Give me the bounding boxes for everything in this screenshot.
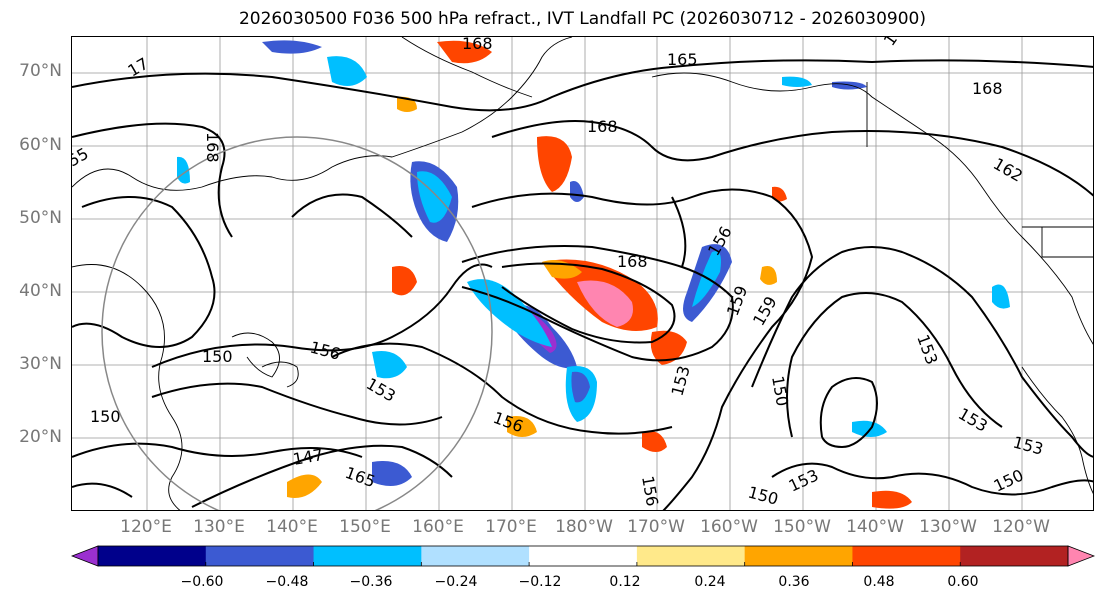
lon-label-130e: 130°E [193, 517, 245, 537]
colorbar-segment [744, 546, 853, 566]
colorbar-tick-label: −0.60 [180, 574, 224, 590]
contour-label: 168 [587, 117, 618, 136]
contour-label: 153 [363, 374, 399, 406]
refractivity-shading [177, 40, 1010, 509]
colorbar-segment [529, 546, 638, 566]
colorbar-segment [205, 546, 315, 566]
lon-label-150e: 150°E [339, 517, 391, 537]
colorbar-tick-label: −0.48 [265, 574, 309, 590]
lat-label-60n: 60°N [19, 135, 62, 155]
contour-label: 168 [880, 37, 913, 49]
map-panel: 168 165 168 168 168 162 17 168 168 156 1… [71, 36, 1094, 511]
lon-label-140e: 140°E [266, 517, 318, 537]
lat-label-50n: 50°N [19, 208, 62, 228]
map-title: 2026030500 F036 500 hPa refract., IVT La… [238, 9, 926, 29]
colorbar-extend-low [70, 545, 99, 567]
contour-label: 150 [90, 407, 121, 426]
lat-label-40n: 40°N [19, 281, 62, 301]
contour-label: 153 [913, 332, 941, 367]
contour-label: 168 [462, 37, 493, 53]
colorbar-segment [852, 546, 961, 566]
contour-label: 159 [723, 283, 751, 318]
contour-label: 150 [768, 374, 792, 407]
lon-label-170w: 170°W [627, 517, 685, 537]
contour-label: 153 [1011, 433, 1045, 459]
contour-label: 55 [72, 144, 92, 171]
lat-label-30n: 30°N [19, 354, 62, 374]
contour-label: 156 [638, 474, 662, 507]
colorbar-extend-high [1067, 545, 1096, 567]
lon-label-120w: 120°W [992, 517, 1050, 537]
contour-label: 168 [203, 132, 222, 163]
contour-label: 150 [202, 347, 233, 366]
colorbar-tick-label: 0.48 [863, 574, 895, 590]
colorbar-frame [97, 545, 1069, 567]
lon-label-170e: 170°E [485, 517, 537, 537]
contour-label: 168 [617, 252, 648, 271]
colorbar-tick-label: −0.12 [518, 574, 562, 590]
colorbar-tick-label: −0.24 [434, 574, 478, 590]
contour-label: 150 [746, 483, 780, 509]
lon-label-130w: 130°W [919, 517, 977, 537]
colorbar-segment [960, 546, 1069, 566]
contour-label: 153 [955, 404, 991, 436]
contour-label: 153 [786, 465, 822, 495]
contour-label: 153 [668, 364, 694, 398]
lon-label-180w: 180°W [555, 517, 613, 537]
domain-circle [101, 136, 493, 510]
lon-label-140w: 140°W [846, 517, 904, 537]
lon-label-120e: 120°E [120, 517, 172, 537]
contour-label: 168 [972, 79, 1003, 98]
colorbar-tick-label: 0.24 [694, 574, 726, 590]
contour-label: 165 [667, 50, 698, 69]
colorbar-segment [421, 546, 530, 566]
colorbar-tick-label: 0.12 [609, 574, 641, 590]
colorbar-tick-label: −0.36 [349, 574, 393, 590]
contour-label: 147 [291, 445, 324, 469]
colorbar-svg [70, 545, 1096, 567]
colorbar-segment [313, 546, 422, 566]
lon-label-160e: 160°E [412, 517, 464, 537]
colorbar-tick-label: 0.60 [947, 574, 979, 590]
colorbar-segment [98, 546, 207, 566]
lon-label-150w: 150°W [773, 517, 831, 537]
lat-label-70n: 70°N [19, 61, 62, 81]
map-canvas: 168 165 168 168 168 162 17 168 168 156 1… [72, 37, 1093, 510]
contour-label: 162 [990, 154, 1026, 186]
contour-label: 156 [491, 408, 526, 436]
lon-label-160w: 160°W [700, 517, 758, 537]
contour-label: 156 [308, 338, 342, 364]
contour-label: 150 [991, 465, 1027, 495]
colorbar-tick-label: 0.36 [778, 574, 810, 590]
height-contours [72, 59, 1093, 510]
lat-label-20n: 20°N [19, 427, 62, 447]
colorbar-segment [636, 546, 746, 566]
colorbar [70, 545, 1096, 571]
